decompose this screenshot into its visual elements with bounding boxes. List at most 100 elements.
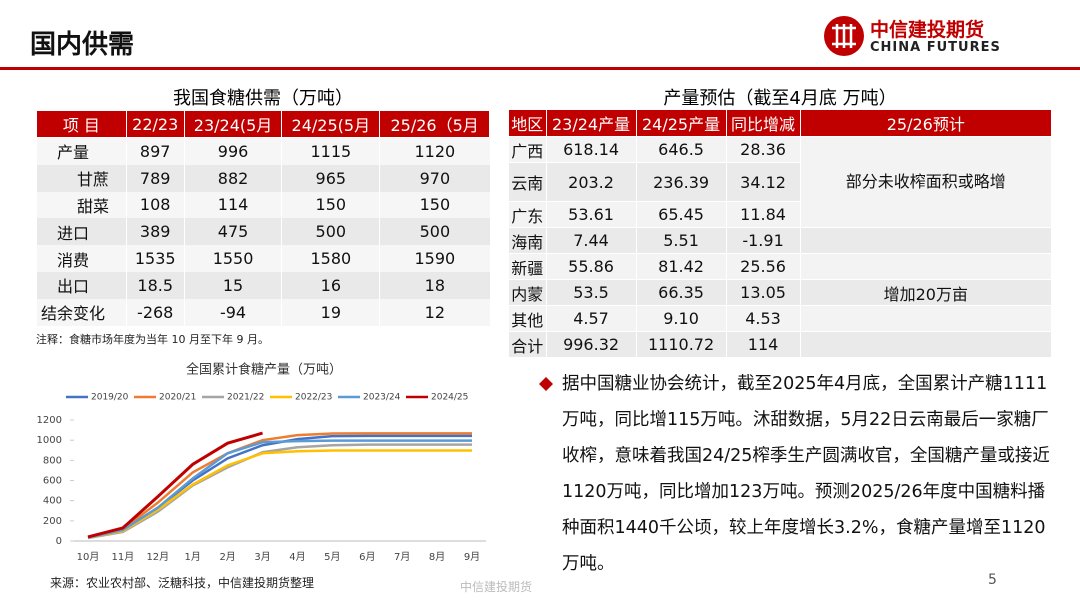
cell: 广东 [508,201,547,228]
cell: 389 [125,218,185,246]
cell: 897 [125,137,185,165]
cell: 996 [183,137,282,165]
chart-title: 全国累计食糖产量（万吨） [186,362,342,378]
legend-label: 2020/21 [159,393,196,403]
x-tick-label: 6月 [359,551,375,563]
y-tick-label: 800 [43,455,62,466]
cell: 其他 [508,305,547,332]
header-cell: 22/23 [125,110,185,138]
header-cell: 同比增减 [725,109,801,137]
header-cell: 地区 [508,109,547,137]
cell: 4.53 [725,305,801,332]
commentary: 据中国糖业协会统计，截至2025年4月底，全国累计产糖1111万吨，同比增115… [562,374,1050,574]
row: 新疆 55.86 81.42 25.56 [508,253,1053,280]
cell: 1590 [379,245,490,272]
cell: 53.5 [545,279,637,306]
legend-label: 2022/23 [295,393,332,403]
cell: 16 [281,271,380,299]
legend-label: 2023/24 [363,393,401,403]
cell: 消费 [36,245,127,272]
cell: 5.51 [635,227,727,254]
cell: 65.45 [635,201,727,228]
cell: 646.5 [635,136,727,163]
header-cell: 24/25产量 [635,109,727,137]
series-line [87,449,472,539]
cell: 965 [281,164,380,192]
cell: 236.39 [635,162,727,202]
source: 来源：农业农村部、泛糖科技，中信建投期货整理 [50,576,315,590]
cell: 66.35 [635,279,727,306]
row: 结余变化 -268 -94 19 12 [36,298,490,326]
cell: 甘蔗 [36,164,127,192]
cell: 4.57 [545,305,637,332]
cell: 15 [183,271,282,299]
x-tick-label: 10月 [77,551,100,563]
cell: 合计 [508,331,547,358]
cell: -94 [183,298,282,326]
row: 出口 18.5 15 16 18 [36,271,490,299]
bullet [539,377,553,391]
row: 产量 897 996 1115 1120 [36,137,490,165]
x-tick-label: 2月 [219,551,235,563]
header-cell: 25/26（5月 [379,110,490,138]
header-row: 地区 23/24产量 24/25产量 同比增减 25/26预计 [508,109,1053,137]
cell: 13.05 [725,279,801,306]
cell: 108 [125,191,185,219]
cell: 1580 [281,245,380,272]
table-note: 注释：食糖市场年度为当年 10 月至下年 9 月。 [36,333,269,346]
series-line [87,431,263,539]
x-tick-label: 8月 [429,551,445,563]
cell: 内蒙 [508,279,547,306]
cell: 11.84 [725,201,801,228]
x-tick-label: 4月 [289,551,305,563]
cell-empty [799,305,1053,332]
watermark: 中信建投期货 [460,580,533,594]
header-row: 项 目 22/23 23/24(5月 24/25(5月 25/26（5月 [36,110,490,138]
series-line [87,439,472,539]
cell: 1535 [125,245,185,272]
y-tick-label: 600 [43,476,62,487]
cell: 114 [183,191,282,219]
legend-label: 2019/20 [91,393,129,403]
row: 甘蔗 789 882 965 970 [36,164,490,192]
row: 甜菜 108 114 150 150 [36,191,490,219]
cell: 618.14 [545,136,637,163]
row: 海南 7.44 5.51 -1.91 [508,227,1053,254]
cell: 55.86 [545,253,637,280]
y-tick-label: 1000 [37,435,62,446]
cell: 甜菜 [36,191,127,219]
chart: 全国累计食糖产量（万吨） 0 200 400 600 800 1000 1200 10月 11月… [37,362,486,563]
cell: 996.32 [545,331,637,358]
cell: 25.56 [725,253,801,280]
x-tick-label: 3月 [254,551,270,563]
x-tick-label: 9月 [464,551,480,563]
cell: 34.12 [725,162,801,202]
cell: 9.10 [635,305,727,332]
cell: 81.42 [635,253,727,280]
cell: 203.2 [545,162,637,202]
legend-label: 2021/22 [227,393,264,403]
y-tick-label: 400 [43,496,62,507]
cell: 500 [379,218,490,246]
cell: 海南 [508,227,547,254]
header-rule [0,67,1080,70]
cell: 1115 [281,137,380,165]
cell: 12 [379,298,490,326]
row: 云南 203.2 236.39 34.12 [508,162,1052,202]
header-cell: 23/24产量 [545,109,637,137]
cell: 1120 [379,137,490,165]
row: 内蒙 53.5 66.35 13.05 增加20万亩 [508,279,1053,306]
series-line [87,443,472,540]
cell-empty [799,227,1053,254]
logo-icon [824,16,864,56]
series-line [87,432,472,539]
logo-en: CHINA FUTURES [870,40,1001,55]
cell: 475 [183,218,282,246]
row: 合计 996.32 1110.72 114 [508,331,1053,358]
table-title: 我国食糖供需（万吨） [173,88,353,109]
projection-cell: 增加20万亩 [799,279,1053,306]
cell: -268 [125,298,185,326]
page-number: 5 [988,572,997,588]
cell: 150 [281,191,380,219]
cell: 广西 [508,136,547,163]
